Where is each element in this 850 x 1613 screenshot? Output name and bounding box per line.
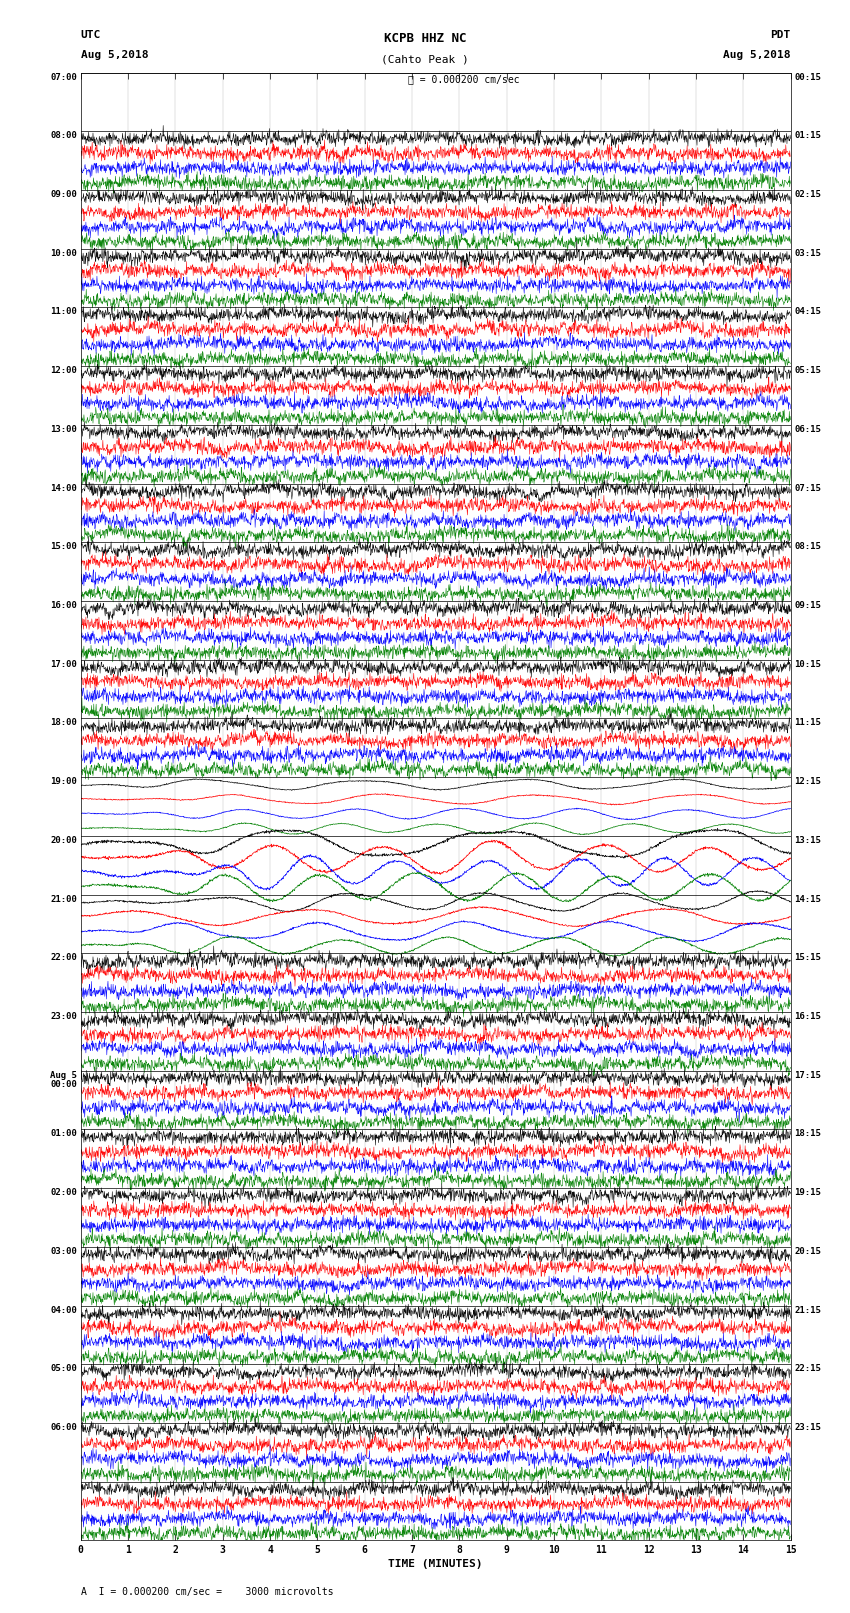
Text: 14:00: 14:00 <box>50 484 77 492</box>
Text: A  I = 0.000200 cm/sec =    3000 microvolts: A I = 0.000200 cm/sec = 3000 microvolts <box>81 1587 333 1597</box>
Text: (Cahto Peak ): (Cahto Peak ) <box>381 55 469 65</box>
Text: 07:00: 07:00 <box>50 73 77 82</box>
Text: 12:00: 12:00 <box>50 366 77 376</box>
Text: 11:00: 11:00 <box>50 308 77 316</box>
Text: 11:15: 11:15 <box>794 718 821 727</box>
Text: 15:00: 15:00 <box>50 542 77 552</box>
Text: 18:00: 18:00 <box>50 718 77 727</box>
Text: 21:00: 21:00 <box>50 895 77 903</box>
Text: 19:15: 19:15 <box>794 1189 821 1197</box>
Text: 07:15: 07:15 <box>794 484 821 492</box>
Text: 00:15: 00:15 <box>794 73 821 82</box>
Text: 02:00: 02:00 <box>50 1189 77 1197</box>
Text: 10:00: 10:00 <box>50 248 77 258</box>
Text: 19:00: 19:00 <box>50 777 77 786</box>
Text: 01:00: 01:00 <box>50 1129 77 1139</box>
Text: 21:15: 21:15 <box>794 1305 821 1315</box>
Text: Aug 5,2018: Aug 5,2018 <box>81 50 148 60</box>
Text: 16:15: 16:15 <box>794 1011 821 1021</box>
Text: 15:15: 15:15 <box>794 953 821 963</box>
Text: ⎵ = 0.000200 cm/sec: ⎵ = 0.000200 cm/sec <box>408 74 519 84</box>
Text: 04:00: 04:00 <box>50 1305 77 1315</box>
Text: 01:15: 01:15 <box>794 131 821 140</box>
Text: 10:15: 10:15 <box>794 660 821 669</box>
Text: 02:15: 02:15 <box>794 190 821 198</box>
Text: 18:15: 18:15 <box>794 1129 821 1139</box>
Text: 03:00: 03:00 <box>50 1247 77 1257</box>
X-axis label: TIME (MINUTES): TIME (MINUTES) <box>388 1560 483 1569</box>
Text: 13:00: 13:00 <box>50 424 77 434</box>
Text: PDT: PDT <box>770 31 790 40</box>
Text: 06:00: 06:00 <box>50 1423 77 1432</box>
Text: KCPB HHZ NC: KCPB HHZ NC <box>383 32 467 45</box>
Text: 05:15: 05:15 <box>794 366 821 376</box>
Text: 13:15: 13:15 <box>794 836 821 845</box>
Text: 22:15: 22:15 <box>794 1365 821 1373</box>
Text: Aug 5
00:00: Aug 5 00:00 <box>50 1071 77 1089</box>
Text: 09:15: 09:15 <box>794 602 821 610</box>
Text: UTC: UTC <box>81 31 101 40</box>
Text: 23:00: 23:00 <box>50 1011 77 1021</box>
Text: 03:15: 03:15 <box>794 248 821 258</box>
Text: 23:15: 23:15 <box>794 1423 821 1432</box>
Text: Aug 5,2018: Aug 5,2018 <box>723 50 791 60</box>
Text: 17:15: 17:15 <box>794 1071 821 1079</box>
Text: 17:00: 17:00 <box>50 660 77 669</box>
Text: 20:00: 20:00 <box>50 836 77 845</box>
Text: 09:00: 09:00 <box>50 190 77 198</box>
Text: 05:00: 05:00 <box>50 1365 77 1373</box>
Text: 22:00: 22:00 <box>50 953 77 963</box>
Text: 20:15: 20:15 <box>794 1247 821 1257</box>
Text: 12:15: 12:15 <box>794 777 821 786</box>
Text: 04:15: 04:15 <box>794 308 821 316</box>
Text: 08:15: 08:15 <box>794 542 821 552</box>
Text: 14:15: 14:15 <box>794 895 821 903</box>
Text: 06:15: 06:15 <box>794 424 821 434</box>
Text: 16:00: 16:00 <box>50 602 77 610</box>
Text: 08:00: 08:00 <box>50 131 77 140</box>
